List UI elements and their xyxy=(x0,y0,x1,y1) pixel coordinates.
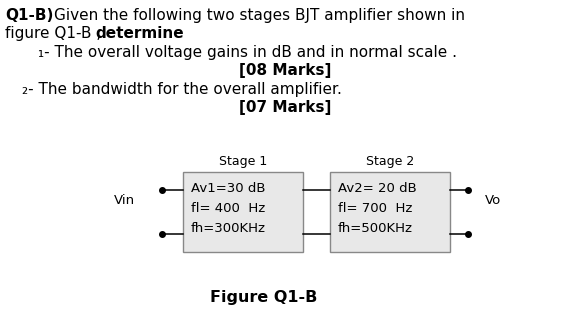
Text: Figure Q1-B: Figure Q1-B xyxy=(210,290,317,305)
Text: fl= 700  Hz: fl= 700 Hz xyxy=(338,202,412,215)
Text: Av2= 20 dB: Av2= 20 dB xyxy=(338,182,417,195)
Text: fl= 400  Hz: fl= 400 Hz xyxy=(191,202,265,215)
Text: figure Q1-B ,: figure Q1-B , xyxy=(5,26,106,41)
Text: fh=500KHz: fh=500KHz xyxy=(338,222,413,235)
Text: Q1-B): Q1-B) xyxy=(5,8,54,23)
Bar xyxy=(183,172,303,252)
Text: [07 Marks]: [07 Marks] xyxy=(239,100,331,115)
Text: Av1=30 dB: Av1=30 dB xyxy=(191,182,266,195)
Text: Stage 1: Stage 1 xyxy=(219,155,267,168)
Text: determine: determine xyxy=(95,26,184,41)
Text: Vo: Vo xyxy=(485,193,501,207)
Text: [08 Marks]: [08 Marks] xyxy=(239,63,331,78)
Text: fh=300KHz: fh=300KHz xyxy=(191,222,266,235)
Text: ₁- The overall voltage gains in dB and in normal scale .: ₁- The overall voltage gains in dB and i… xyxy=(38,45,457,60)
Text: Vin: Vin xyxy=(114,193,135,207)
Text: Given the following two stages BJT amplifier shown in: Given the following two stages BJT ampli… xyxy=(54,8,465,23)
Text: Stage 2: Stage 2 xyxy=(366,155,414,168)
Text: ₂- The bandwidth for the overall amplifier.: ₂- The bandwidth for the overall amplifi… xyxy=(22,82,342,97)
Bar xyxy=(330,172,450,252)
